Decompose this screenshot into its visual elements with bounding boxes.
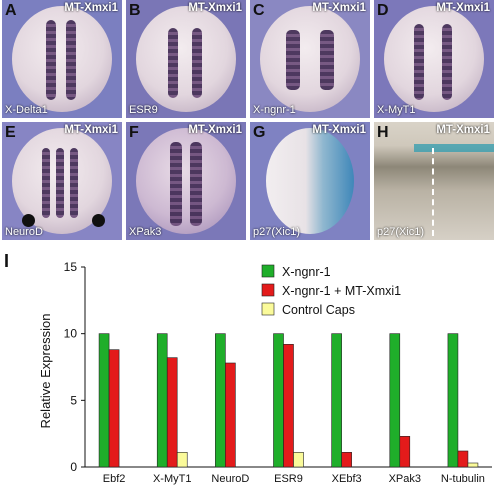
y-tick-label: 10 xyxy=(64,327,78,341)
bar xyxy=(293,452,304,468)
legend-swatch xyxy=(261,264,275,278)
bar xyxy=(108,349,120,468)
panel-letter: F xyxy=(129,124,139,141)
bar xyxy=(399,436,411,468)
panel-gene: p27(Xic1) xyxy=(377,226,425,238)
x-tick-label: ESR9 xyxy=(274,473,303,485)
bar xyxy=(341,452,352,468)
panel-gene: X-Delta1 xyxy=(5,104,48,116)
legend-label: X-ngnr-1 + MT-Xmxi1 xyxy=(282,284,401,298)
legend-swatch xyxy=(261,302,275,316)
x-tick-label: X-MyT1 xyxy=(153,473,192,485)
dot-mark xyxy=(92,214,105,227)
x-tick-label: Ebf2 xyxy=(103,473,126,485)
y-tick-label: 0 xyxy=(70,460,77,474)
x-tick-label: N-tubulin xyxy=(441,473,485,485)
dot-mark xyxy=(22,214,35,227)
panel-letter: C xyxy=(253,2,265,19)
panel-gene: X-ngnr-1 xyxy=(253,104,296,116)
panel-title: MT-Xmxi1 xyxy=(64,2,118,14)
chart-panel-letter: I xyxy=(4,251,9,271)
panel-gene: XPak3 xyxy=(129,226,162,238)
panel-letter: E xyxy=(5,124,16,141)
panel-title: MT-Xmxi1 xyxy=(436,2,490,14)
panel-gene: NeuroD xyxy=(5,226,43,238)
panel-title: MT-Xmxi1 xyxy=(64,124,118,136)
panel-c: C MT-Xmxi1 X-ngnr-1 xyxy=(250,0,370,118)
panel-f: F MT-Xmxi1 XPak3 xyxy=(126,122,246,240)
x-tick-label: XPak3 xyxy=(389,473,421,485)
y-tick-label: 15 xyxy=(64,260,78,274)
panel-title: MT-Xmxi1 xyxy=(188,2,242,14)
panel-title: MT-Xmxi1 xyxy=(312,2,366,14)
panel-gene: ESR9 xyxy=(129,104,158,116)
panel-title: MT-Xmxi1 xyxy=(188,124,242,136)
bar xyxy=(331,333,342,468)
panel-b: B MT-Xmxi1 ESR9 xyxy=(126,0,246,118)
panel-title: MT-Xmxi1 xyxy=(312,124,366,136)
bar xyxy=(156,333,168,468)
bar xyxy=(166,357,178,468)
bar xyxy=(273,333,284,468)
panel-d: D MT-Xmxi1 X-MyT1 xyxy=(374,0,494,118)
bar xyxy=(457,450,469,468)
y-axis-label: Relative Expression xyxy=(38,314,53,429)
bar xyxy=(98,333,110,468)
bar xyxy=(225,362,236,468)
bar xyxy=(447,333,459,468)
section-marker-line xyxy=(432,148,434,236)
legend-label: X-ngnr-1 xyxy=(282,265,331,279)
panel-h: H MT-Xmxi1 p27(Xic1) xyxy=(374,122,494,240)
legend-swatch xyxy=(261,283,275,297)
y-tick-label: 5 xyxy=(70,393,77,407)
bar xyxy=(283,344,294,468)
panel-letter: D xyxy=(377,2,389,19)
x-tick-label: XEbf3 xyxy=(332,473,362,485)
panel-letter: G xyxy=(253,124,266,141)
bar xyxy=(389,333,401,468)
panel-title: MT-Xmxi1 xyxy=(436,124,490,136)
panel-g: G MT-Xmxi1 p27(Xic1) xyxy=(250,122,370,240)
panel-a: A MT-Xmxi1 X-Delta1 xyxy=(2,0,122,118)
bar xyxy=(215,333,226,468)
legend-label: Control Caps xyxy=(282,303,355,317)
panel-letter: A xyxy=(5,2,17,19)
panel-gene: X-MyT1 xyxy=(377,104,416,116)
bar-chart: I Relative Expression 0 5 10 15 Ebf2 X-MyT1 Ne… xyxy=(4,251,492,485)
stain-band xyxy=(414,144,494,152)
panel-letter: H xyxy=(377,124,389,141)
panel-e: E MT-Xmxi1 NeuroD xyxy=(2,122,122,240)
bar xyxy=(467,462,479,468)
panel-gene: p27(Xic1) xyxy=(253,226,301,238)
panel-letter: B xyxy=(129,2,141,19)
x-tick-label: NeuroD xyxy=(211,473,249,485)
bar xyxy=(176,452,188,468)
